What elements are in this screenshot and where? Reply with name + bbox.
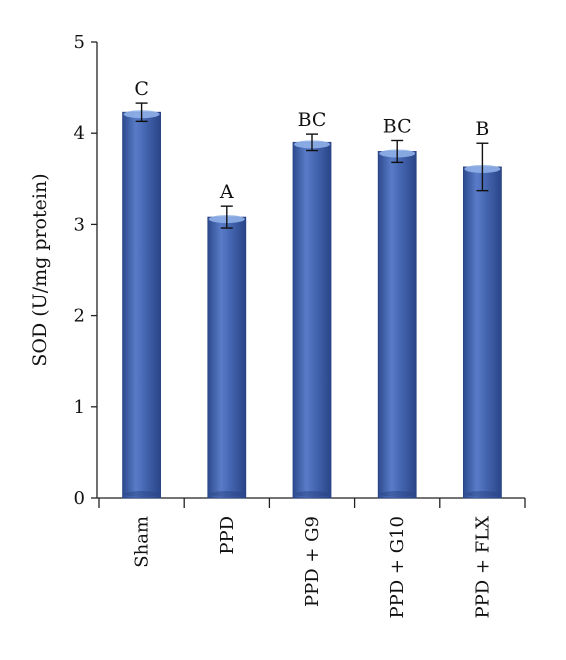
- significance-label: B: [475, 118, 489, 140]
- y-tick-label: 2: [74, 306, 85, 327]
- y-tick-label: 5: [74, 32, 85, 53]
- bar: [207, 216, 247, 499]
- bar: [122, 111, 161, 499]
- y-tick-label: 0: [74, 488, 85, 509]
- y-tick-label: 3: [74, 214, 85, 235]
- x-category-label: PPD + FLX: [472, 516, 493, 619]
- significance-label: C: [134, 78, 149, 100]
- y-tick-label: 1: [74, 397, 85, 418]
- bar: [292, 141, 332, 499]
- bar-base-shade: [209, 491, 244, 497]
- x-category-label: PPD + G10: [387, 516, 408, 618]
- significance-label: BC: [383, 115, 412, 137]
- x-category-label: PPD + G9: [302, 516, 323, 607]
- plot-area: 0 1 2 3 4 5 C Sham A PPD BC PPD + G9 BC PPD + G10 B PPD…: [74, 32, 526, 619]
- x-category-label: Sham: [132, 516, 153, 568]
- y-axis-title: SOD (U/mg protein): [29, 173, 51, 366]
- y-tick-label: 4: [74, 123, 85, 144]
- significance-label: A: [219, 181, 234, 203]
- bar-base-shade: [124, 491, 159, 497]
- significance-label: BC: [298, 109, 327, 131]
- bar: [462, 166, 502, 499]
- bar-base-shade: [380, 491, 415, 497]
- x-category-label: PPD: [217, 516, 238, 555]
- bar-base-shade: [295, 491, 329, 497]
- bar: [377, 151, 417, 499]
- bar-base-shade: [465, 491, 500, 497]
